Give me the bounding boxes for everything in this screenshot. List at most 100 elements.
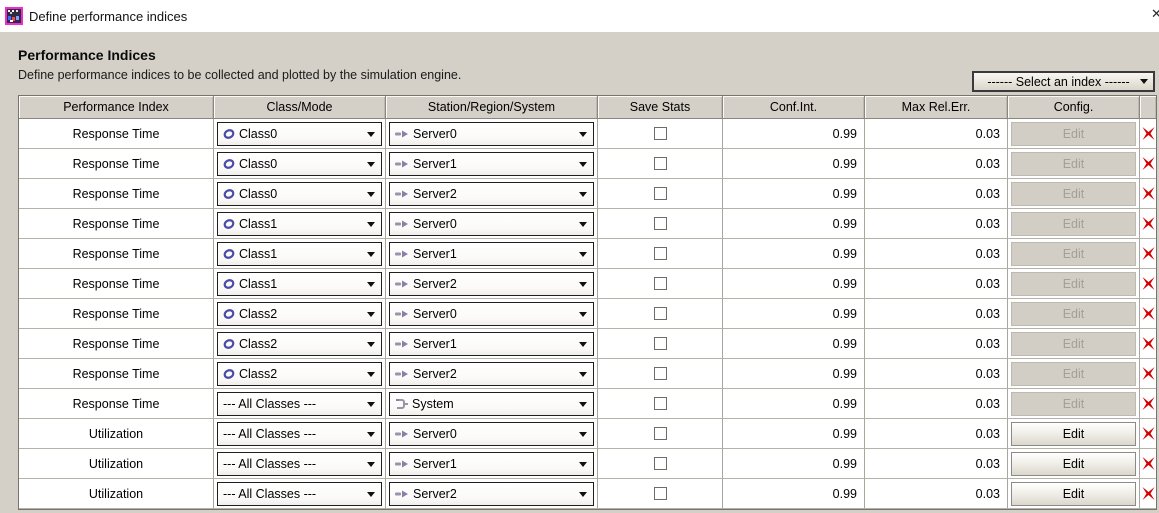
delete-x-icon[interactable] bbox=[1140, 479, 1156, 508]
delete-x-icon[interactable] bbox=[1140, 119, 1156, 148]
table-row: Utilization --- All Classes --- Server2 0.9… bbox=[19, 479, 1156, 509]
delete-x-icon[interactable] bbox=[1140, 239, 1156, 268]
max-rel-err-value[interactable]: 0.03 bbox=[865, 389, 1008, 419]
conf-int-value[interactable]: 0.99 bbox=[723, 329, 865, 359]
page-subtitle: Define performance indices to be collect… bbox=[18, 68, 462, 82]
station-select[interactable]: Server0 bbox=[389, 211, 594, 236]
delete-x-icon[interactable] bbox=[1140, 209, 1156, 238]
edit-config-button[interactable]: Edit bbox=[1011, 481, 1136, 506]
save-stats-checkbox[interactable] bbox=[653, 187, 667, 200]
save-stats-checkbox[interactable] bbox=[653, 337, 667, 350]
max-rel-err-value[interactable]: 0.03 bbox=[865, 239, 1008, 269]
class-mode-select[interactable]: Class1 bbox=[217, 211, 382, 236]
column-header-performance-index: Performance Index bbox=[19, 96, 214, 119]
class-ring-icon bbox=[223, 158, 235, 170]
max-rel-err-value[interactable]: 0.03 bbox=[865, 179, 1008, 209]
conf-int-value[interactable]: 0.99 bbox=[723, 299, 865, 329]
station-select[interactable]: Server1 bbox=[389, 151, 594, 176]
delete-x-icon[interactable] bbox=[1140, 449, 1156, 478]
conf-int-value[interactable]: 0.99 bbox=[723, 149, 865, 179]
conf-int-value[interactable]: 0.99 bbox=[723, 359, 865, 389]
delete-x-icon[interactable] bbox=[1140, 149, 1156, 178]
class-mode-value: --- All Classes --- bbox=[223, 426, 317, 441]
station-value: Server0 bbox=[413, 126, 457, 141]
delete-x-icon[interactable] bbox=[1140, 299, 1156, 328]
delete-x-icon[interactable] bbox=[1140, 179, 1156, 208]
conf-int-value[interactable]: 0.99 bbox=[723, 209, 865, 239]
max-rel-err-value[interactable]: 0.03 bbox=[865, 209, 1008, 239]
station-select[interactable]: Server0 bbox=[389, 301, 594, 326]
close-icon[interactable]: ✕ bbox=[1151, 6, 1159, 21]
station-select[interactable]: Server0 bbox=[389, 421, 594, 446]
max-rel-err-value[interactable]: 0.03 bbox=[865, 269, 1008, 299]
max-rel-err-value[interactable]: 0.03 bbox=[865, 329, 1008, 359]
max-rel-err-value[interactable]: 0.03 bbox=[865, 119, 1008, 149]
column-header-config: Config. bbox=[1008, 96, 1140, 119]
max-rel-err-value[interactable]: 0.03 bbox=[865, 449, 1008, 479]
save-stats-checkbox[interactable] bbox=[653, 397, 667, 410]
station-select[interactable]: Server2 bbox=[389, 481, 594, 506]
save-stats-checkbox[interactable] bbox=[653, 157, 667, 170]
station-select[interactable]: Server2 bbox=[389, 181, 594, 206]
max-rel-err-value[interactable]: 0.03 bbox=[865, 419, 1008, 449]
class-mode-select[interactable]: Class2 bbox=[217, 361, 382, 386]
conf-int-value[interactable]: 0.99 bbox=[723, 419, 865, 449]
delete-x-icon[interactable] bbox=[1140, 419, 1156, 448]
max-rel-err-value[interactable]: 0.03 bbox=[865, 479, 1008, 509]
delete-x-icon[interactable] bbox=[1140, 359, 1156, 388]
table-header-row: Performance Index Class/Mode Station/Regio… bbox=[19, 96, 1156, 119]
max-rel-err-value[interactable]: 0.03 bbox=[865, 149, 1008, 179]
class-mode-select[interactable]: Class1 bbox=[217, 271, 382, 296]
station-value: Server1 bbox=[413, 156, 457, 171]
station-select[interactable]: Server2 bbox=[389, 361, 594, 386]
conf-int-value[interactable]: 0.99 bbox=[723, 479, 865, 509]
class-mode-select[interactable]: Class0 bbox=[217, 121, 382, 146]
save-stats-checkbox[interactable] bbox=[653, 277, 667, 290]
conf-int-value[interactable]: 0.99 bbox=[723, 389, 865, 419]
page-title: Performance Indices bbox=[18, 47, 156, 63]
class-mode-select[interactable]: --- All Classes --- bbox=[217, 421, 382, 446]
class-mode-select[interactable]: Class2 bbox=[217, 331, 382, 356]
edit-config-button: Edit bbox=[1011, 331, 1136, 356]
edit-config-button[interactable]: Edit bbox=[1011, 451, 1136, 476]
save-stats-cell bbox=[598, 179, 723, 209]
max-rel-err-value[interactable]: 0.03 bbox=[865, 299, 1008, 329]
class-mode-select[interactable]: --- All Classes --- bbox=[217, 391, 382, 416]
save-stats-checkbox[interactable] bbox=[653, 427, 667, 440]
save-stats-checkbox[interactable] bbox=[653, 367, 667, 380]
conf-int-value[interactable]: 0.99 bbox=[723, 269, 865, 299]
save-stats-checkbox[interactable] bbox=[653, 217, 667, 230]
chevron-down-icon bbox=[579, 161, 587, 167]
delete-x-icon[interactable] bbox=[1140, 389, 1156, 418]
conf-int-value[interactable]: 0.99 bbox=[723, 119, 865, 149]
class-mode-select[interactable]: Class2 bbox=[217, 301, 382, 326]
max-rel-err-value[interactable]: 0.03 bbox=[865, 359, 1008, 389]
conf-int-value[interactable]: 0.99 bbox=[723, 239, 865, 269]
class-mode-select[interactable]: --- All Classes --- bbox=[217, 451, 382, 476]
performance-index-cell: Utilization bbox=[19, 419, 214, 449]
save-stats-checkbox[interactable] bbox=[653, 247, 667, 260]
station-select[interactable]: Server1 bbox=[389, 451, 594, 476]
save-stats-checkbox[interactable] bbox=[653, 457, 667, 470]
select-index-dropdown[interactable]: ------ Select an index ------ bbox=[972, 71, 1155, 92]
station-select[interactable]: Server1 bbox=[389, 241, 594, 266]
station-cell: Server0 bbox=[386, 119, 598, 149]
conf-int-value[interactable]: 0.99 bbox=[723, 179, 865, 209]
chevron-down-icon bbox=[367, 401, 375, 407]
delete-cell bbox=[1140, 329, 1156, 359]
station-select[interactable]: System bbox=[389, 391, 594, 416]
conf-int-value[interactable]: 0.99 bbox=[723, 449, 865, 479]
class-mode-select[interactable]: Class0 bbox=[217, 181, 382, 206]
station-select[interactable]: Server0 bbox=[389, 121, 594, 146]
station-select[interactable]: Server2 bbox=[389, 271, 594, 296]
save-stats-checkbox[interactable] bbox=[653, 307, 667, 320]
class-mode-select[interactable]: --- All Classes --- bbox=[217, 481, 382, 506]
save-stats-checkbox[interactable] bbox=[653, 127, 667, 140]
save-stats-checkbox[interactable] bbox=[653, 487, 667, 500]
delete-x-icon[interactable] bbox=[1140, 329, 1156, 358]
class-mode-select[interactable]: Class1 bbox=[217, 241, 382, 266]
class-mode-select[interactable]: Class0 bbox=[217, 151, 382, 176]
station-select[interactable]: Server1 bbox=[389, 331, 594, 356]
edit-config-button[interactable]: Edit bbox=[1011, 421, 1136, 446]
delete-x-icon[interactable] bbox=[1140, 269, 1156, 298]
